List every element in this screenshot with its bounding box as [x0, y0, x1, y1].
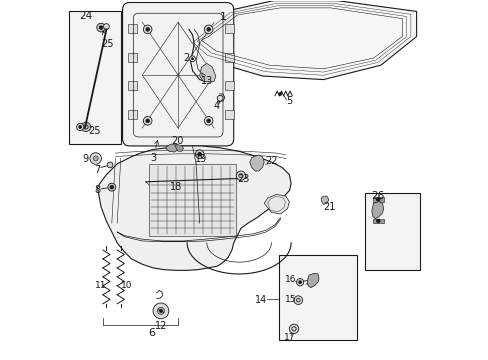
Circle shape — [153, 303, 168, 319]
Text: 19: 19 — [194, 154, 206, 164]
Circle shape — [108, 183, 116, 191]
Bar — [224, 24, 233, 33]
Text: 11: 11 — [95, 281, 106, 290]
Bar — [69, 12, 121, 144]
Circle shape — [97, 23, 105, 32]
Circle shape — [195, 150, 203, 158]
Circle shape — [238, 174, 243, 178]
Text: 14: 14 — [254, 295, 266, 305]
Polygon shape — [321, 196, 328, 204]
Circle shape — [81, 122, 90, 132]
Text: 2: 2 — [183, 53, 189, 63]
Circle shape — [204, 25, 212, 34]
Polygon shape — [306, 273, 319, 288]
Polygon shape — [174, 145, 183, 151]
Polygon shape — [371, 202, 383, 219]
Polygon shape — [165, 144, 180, 152]
Bar — [364, 193, 419, 270]
Text: 8: 8 — [94, 185, 101, 195]
Circle shape — [206, 119, 210, 123]
Circle shape — [191, 58, 193, 60]
Bar — [128, 24, 137, 33]
Circle shape — [204, 117, 212, 125]
Text: 1: 1 — [219, 12, 226, 22]
Circle shape — [376, 198, 379, 201]
Bar — [128, 53, 137, 62]
Circle shape — [77, 123, 83, 131]
Bar — [224, 81, 233, 90]
Circle shape — [278, 93, 281, 95]
Text: 10: 10 — [121, 281, 132, 290]
Text: 6: 6 — [147, 328, 154, 338]
Text: 23: 23 — [237, 174, 249, 184]
Circle shape — [93, 156, 98, 161]
Circle shape — [198, 152, 201, 156]
Circle shape — [107, 162, 113, 168]
Bar — [128, 110, 137, 119]
Circle shape — [90, 153, 101, 164]
Circle shape — [159, 310, 162, 312]
Text: 7: 7 — [94, 165, 101, 175]
Text: 18: 18 — [170, 182, 182, 192]
Text: 4: 4 — [213, 101, 219, 111]
Text: 20: 20 — [171, 136, 183, 146]
Bar — [278, 255, 357, 339]
Text: 24: 24 — [79, 11, 92, 21]
Bar — [149, 164, 235, 235]
Circle shape — [293, 296, 302, 305]
Polygon shape — [187, 1, 416, 80]
Polygon shape — [199, 63, 215, 81]
Circle shape — [143, 25, 152, 34]
Text: 3: 3 — [150, 140, 158, 163]
Circle shape — [296, 279, 303, 286]
Text: 16: 16 — [285, 275, 296, 284]
Text: 13: 13 — [200, 73, 213, 86]
Polygon shape — [264, 194, 289, 214]
Text: 25: 25 — [88, 126, 101, 135]
FancyBboxPatch shape — [122, 3, 233, 146]
Bar — [372, 197, 383, 202]
Polygon shape — [249, 155, 264, 171]
Text: 21: 21 — [323, 202, 335, 212]
Text: 22: 22 — [264, 156, 277, 166]
Circle shape — [217, 95, 223, 101]
Bar — [372, 219, 383, 223]
Circle shape — [145, 119, 149, 123]
Circle shape — [189, 56, 195, 62]
Text: 12: 12 — [155, 321, 167, 330]
Circle shape — [376, 219, 379, 223]
Text: 9: 9 — [82, 154, 88, 164]
Circle shape — [206, 28, 210, 31]
Circle shape — [103, 24, 109, 30]
Bar — [128, 81, 137, 90]
Bar — [224, 110, 233, 119]
Text: 25: 25 — [101, 31, 114, 49]
Text: 26: 26 — [370, 191, 384, 201]
Circle shape — [289, 324, 298, 333]
Circle shape — [143, 117, 152, 125]
Circle shape — [79, 126, 81, 129]
Circle shape — [145, 28, 149, 31]
Circle shape — [110, 185, 113, 189]
Text: 15: 15 — [284, 294, 296, 303]
Bar — [224, 53, 233, 62]
Circle shape — [298, 281, 301, 284]
Polygon shape — [97, 146, 290, 270]
Circle shape — [236, 171, 245, 180]
Circle shape — [157, 307, 164, 315]
Circle shape — [99, 26, 102, 30]
Text: 5: 5 — [286, 96, 292, 106]
Text: 17: 17 — [283, 333, 294, 342]
